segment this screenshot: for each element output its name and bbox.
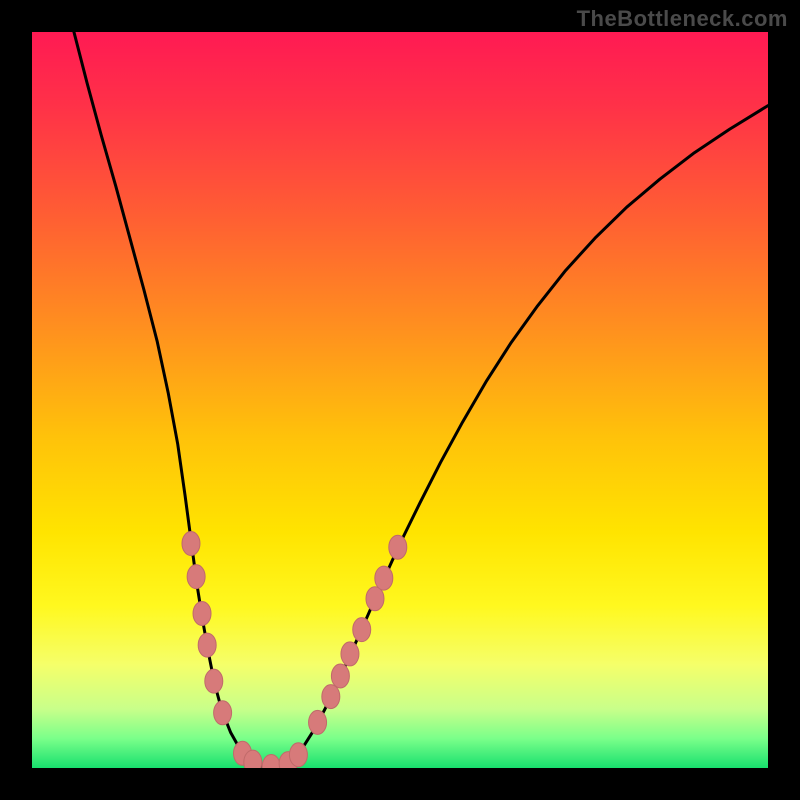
data-marker bbox=[187, 565, 205, 589]
plot-background bbox=[32, 32, 768, 768]
bottleneck-chart: TheBottleneck.com bbox=[0, 0, 800, 800]
data-marker bbox=[289, 743, 307, 767]
chart-svg bbox=[0, 0, 800, 800]
data-marker bbox=[331, 664, 349, 688]
data-marker bbox=[341, 642, 359, 666]
data-marker bbox=[366, 587, 384, 611]
data-marker bbox=[198, 633, 216, 657]
data-marker bbox=[214, 701, 232, 725]
data-marker bbox=[353, 618, 371, 642]
data-marker bbox=[182, 532, 200, 556]
data-marker bbox=[375, 566, 393, 590]
data-marker bbox=[309, 710, 327, 734]
data-marker bbox=[193, 601, 211, 625]
data-marker bbox=[322, 685, 340, 709]
data-marker bbox=[389, 535, 407, 559]
data-marker bbox=[205, 669, 223, 693]
